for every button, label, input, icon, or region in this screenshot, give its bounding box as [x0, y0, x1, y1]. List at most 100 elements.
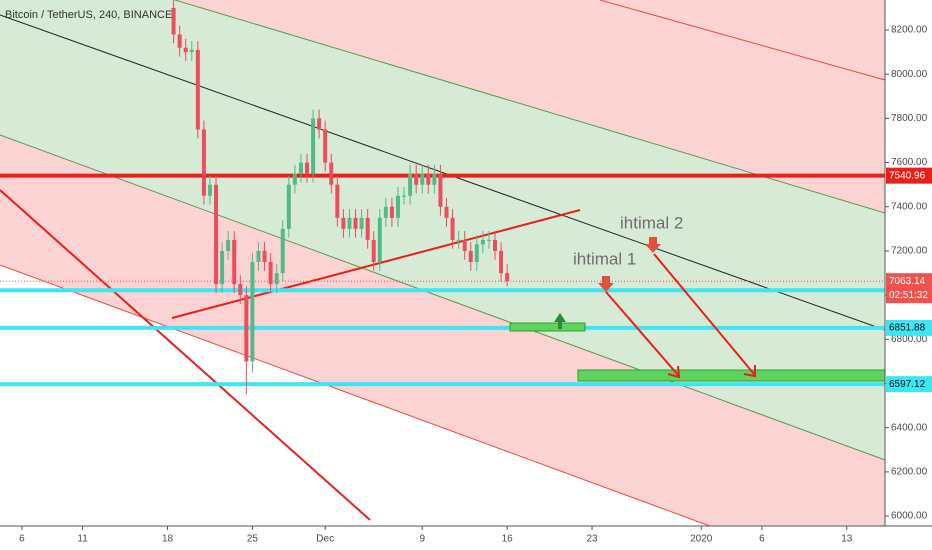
candle-body	[408, 173, 413, 196]
candle-body	[377, 217, 382, 263]
channel-line	[0, 134, 886, 461]
candle-body	[383, 206, 388, 218]
candle-body	[274, 273, 279, 285]
candle-body	[262, 250, 267, 263]
countdown-label: 02:51:32	[889, 290, 928, 301]
candle-body	[474, 244, 479, 263]
y-tick-label: 6800.00	[891, 334, 928, 345]
candle-body	[311, 118, 316, 174]
price-label: 7540.96	[889, 170, 926, 181]
y-tick-label: 7800.00	[891, 113, 928, 124]
y-tick-label: 7600.00	[891, 157, 928, 168]
candle-body	[286, 184, 291, 229]
down-arrow	[598, 276, 614, 292]
candle-body	[268, 262, 273, 285]
candle-body	[353, 217, 358, 229]
candles	[171, 0, 510, 395]
candle-body	[341, 217, 346, 229]
trend-line	[0, 14, 886, 331]
x-tick-label: 13	[841, 534, 853, 545]
x-tick-label: 25	[247, 534, 259, 545]
candle-body	[207, 184, 212, 196]
x-tick-label: 2020	[690, 534, 713, 545]
x-tick-label: 23	[586, 534, 598, 545]
x-tick-label: 16	[502, 534, 514, 545]
candle-body	[226, 239, 231, 251]
x-tick-label: 6	[19, 534, 25, 545]
candle-body	[244, 295, 249, 362]
candle-body	[389, 206, 394, 218]
candle-body	[201, 129, 206, 196]
annotation-text: ihtimal 1	[573, 249, 636, 268]
x-tick-label: 18	[162, 534, 174, 545]
candle-body	[438, 173, 443, 207]
target-box	[577, 369, 886, 382]
candle-body	[462, 239, 467, 251]
candle-body	[220, 250, 225, 285]
candle-body	[365, 217, 370, 240]
y-tick-label: 6200.00	[891, 467, 928, 478]
candle-body	[486, 239, 491, 241]
y-tick-label: 6400.00	[891, 422, 928, 433]
up-arrow	[554, 313, 566, 329]
drawings	[0, 0, 886, 527]
candle-body	[292, 173, 297, 185]
channel-line	[599, 0, 886, 81]
annotation-text: ihtimal 2	[620, 213, 683, 232]
x-tick-label: 9	[419, 534, 425, 545]
price-label: 7063.14	[889, 276, 926, 287]
candle-body	[250, 262, 255, 362]
y-tick-label: 8000.00	[891, 69, 928, 80]
price-label-bg	[886, 319, 932, 336]
price-label-bg	[886, 167, 932, 184]
time-axis-bg	[0, 526, 932, 550]
candle-body	[395, 195, 400, 218]
candle-body	[280, 228, 285, 274]
price-label: 6597.12	[889, 379, 926, 390]
candle-body	[505, 273, 510, 282]
channel-middle-band	[0, 0, 885, 460]
projection-arrow	[653, 253, 755, 375]
y-tick-label: 8200.00	[891, 25, 928, 36]
price-label: 6851.88	[889, 323, 926, 334]
candle-body	[171, 7, 176, 35]
candle-body	[238, 284, 243, 296]
candle-body	[450, 217, 455, 240]
candle-body	[189, 49, 194, 53]
x-tick-label: 11	[77, 534, 88, 545]
arrow-head	[667, 365, 681, 379]
candle-body	[402, 195, 407, 197]
candle-body	[183, 47, 188, 53]
price-labels: 7540.967022.276851.886597.127063.1402:51…	[886, 167, 932, 393]
chart-title: Bitcoin / TetherUS, 240, BINANCE	[5, 9, 172, 21]
price-label-bg	[886, 376, 932, 393]
projection-arrow	[605, 291, 679, 376]
trend-line	[0, 189, 371, 521]
candle-body	[317, 118, 322, 130]
x-tick-label: 6	[759, 534, 765, 545]
candle-body	[329, 162, 334, 185]
candle-body	[298, 162, 303, 174]
channel-line	[0, 264, 711, 527]
candle-body	[414, 173, 419, 185]
candle-body	[232, 239, 237, 285]
candle-body	[444, 206, 449, 218]
candle-body	[256, 250, 261, 263]
candle-body	[347, 217, 352, 229]
candle-body	[426, 173, 431, 185]
candle-body	[323, 129, 328, 163]
candle-body	[195, 49, 200, 130]
candle-body	[371, 239, 376, 263]
candle-body	[456, 239, 461, 241]
y-tick-label: 6000.00	[891, 511, 928, 522]
price-label-bg	[886, 273, 932, 304]
channel-lower-band	[0, 135, 885, 526]
down-arrow	[645, 237, 661, 253]
arrow-head	[743, 365, 756, 378]
candle-body	[468, 250, 473, 263]
candle-body	[177, 34, 182, 48]
candle-body	[359, 217, 364, 229]
candle-body	[499, 250, 504, 274]
x-tick-label: Dec	[316, 534, 334, 545]
